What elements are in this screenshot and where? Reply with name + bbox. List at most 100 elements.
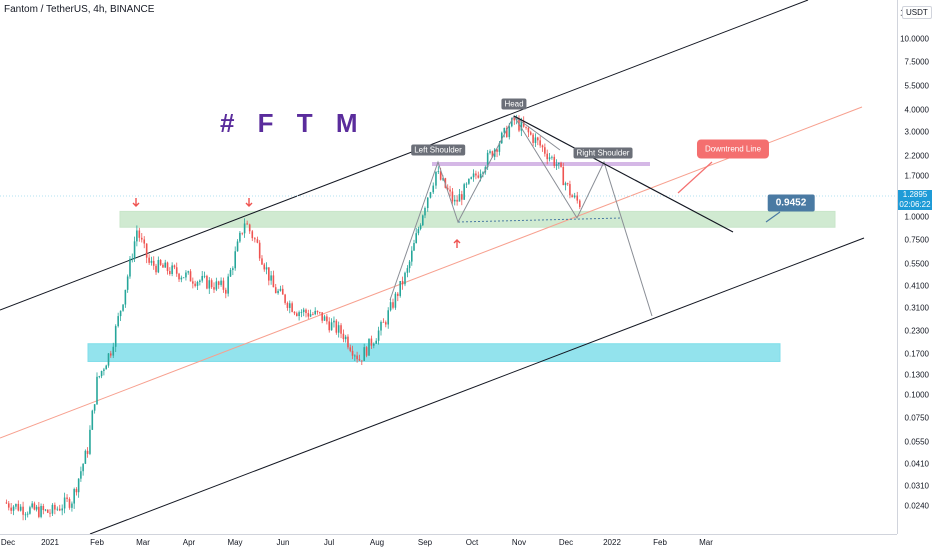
candle-body — [89, 429, 91, 454]
candle-body — [58, 508, 61, 511]
candle-body — [7, 503, 10, 508]
candle-body — [293, 311, 296, 314]
ftm-title: # F T M — [220, 108, 366, 138]
candle-body — [361, 360, 363, 362]
candle-body — [12, 506, 15, 511]
candle-body — [491, 151, 494, 157]
time-axis[interactable]: Dec 2021 Feb Mar Apr May Jun Jul Aug Sep Oct Nov Dec… — [0, 534, 897, 551]
candle-body — [210, 280, 213, 288]
y-tick-label: 0.0750 — [904, 413, 929, 423]
candle-body — [298, 312, 300, 317]
candle-body — [98, 376, 101, 377]
candle-body — [453, 199, 456, 202]
candle-body — [110, 353, 112, 356]
x-tick-label: Jun — [276, 538, 290, 547]
head-down-leg — [513, 115, 561, 151]
candle-body — [201, 275, 204, 281]
candle-body — [73, 489, 75, 504]
candle-body — [419, 225, 422, 230]
candle-body — [335, 320, 338, 333]
candle-body — [461, 194, 463, 200]
y-tick-label: 3.0000 — [904, 127, 929, 137]
candle-body — [347, 336, 349, 348]
candle-body — [380, 321, 382, 331]
candle-body — [103, 369, 105, 371]
y-tick-label: 0.7500 — [904, 235, 929, 245]
candle-body — [330, 322, 333, 331]
candle-body — [365, 347, 368, 356]
price-chart[interactable] — [0, 0, 897, 534]
candle-body — [576, 195, 579, 201]
candle-body — [314, 310, 316, 315]
candle-body — [148, 257, 150, 263]
candle-body — [206, 275, 208, 289]
y-tick-label: 10.0000 — [900, 34, 929, 44]
x-tick-label: May — [227, 538, 243, 547]
candle-body — [265, 267, 268, 270]
candle-body — [354, 355, 356, 357]
price-axis[interactable]: 14.000010.00007.50005.50004.00003.00002.… — [897, 0, 932, 534]
candle-body — [68, 498, 71, 508]
candle-body — [63, 497, 66, 509]
candle-body — [296, 313, 298, 317]
candle-body — [300, 312, 303, 313]
candle-body — [56, 508, 59, 510]
candle-body — [534, 137, 537, 143]
candle-body — [164, 262, 167, 268]
candle-body — [333, 320, 335, 323]
candle-body — [553, 156, 556, 166]
candle-body — [119, 310, 122, 317]
candle-body — [532, 134, 534, 143]
y-tick-label: 2.2000 — [904, 151, 929, 161]
y-tick-label: 0.1000 — [904, 390, 929, 400]
candle-body — [194, 283, 196, 286]
candle-body — [375, 340, 377, 344]
candle-body — [175, 267, 178, 274]
unit-badge[interactable]: USDT — [902, 6, 932, 19]
candle-body — [539, 140, 541, 146]
candle-body — [24, 514, 27, 516]
candle-body — [10, 507, 12, 511]
candle-body — [114, 326, 117, 347]
candle-body — [399, 280, 401, 296]
candle-body — [51, 504, 54, 514]
zone-support — [87, 343, 781, 362]
left-shoulder-label: Left Shoulder — [411, 144, 465, 156]
candle-body — [182, 277, 185, 279]
candle-body — [413, 242, 415, 251]
candle-body — [5, 502, 8, 504]
candle-body — [19, 506, 22, 511]
candle-body — [42, 505, 45, 511]
candle-body — [251, 231, 254, 239]
candle-body — [84, 450, 87, 464]
candle-body — [33, 503, 36, 510]
candle-body — [479, 173, 482, 178]
candle-body — [112, 346, 115, 356]
x-tick-label: Dec — [0, 538, 16, 547]
candle-body — [351, 350, 354, 356]
y-tick-label: 0.3100 — [904, 303, 929, 313]
candle-body — [178, 273, 180, 280]
candle-body — [49, 512, 51, 514]
candle-body — [500, 132, 503, 144]
candle-body — [77, 478, 80, 493]
current-price-tag: 1.2895 02:06:22 — [898, 190, 932, 210]
candle-body — [571, 195, 573, 198]
candle-body — [189, 271, 192, 282]
candle-body — [435, 171, 437, 186]
candle-body — [437, 171, 440, 173]
candle-body — [363, 347, 365, 361]
candle-body — [544, 147, 546, 154]
candle-body — [229, 269, 232, 277]
candle-body — [323, 316, 326, 321]
candle-body — [349, 347, 352, 351]
candle-body — [513, 118, 516, 121]
candle-body — [312, 314, 314, 315]
candle-body — [40, 505, 42, 517]
zone-resistance — [119, 210, 836, 228]
candle-body — [463, 184, 465, 200]
candle-body — [129, 258, 131, 277]
candle-body — [522, 121, 525, 127]
candle-body — [38, 506, 40, 517]
